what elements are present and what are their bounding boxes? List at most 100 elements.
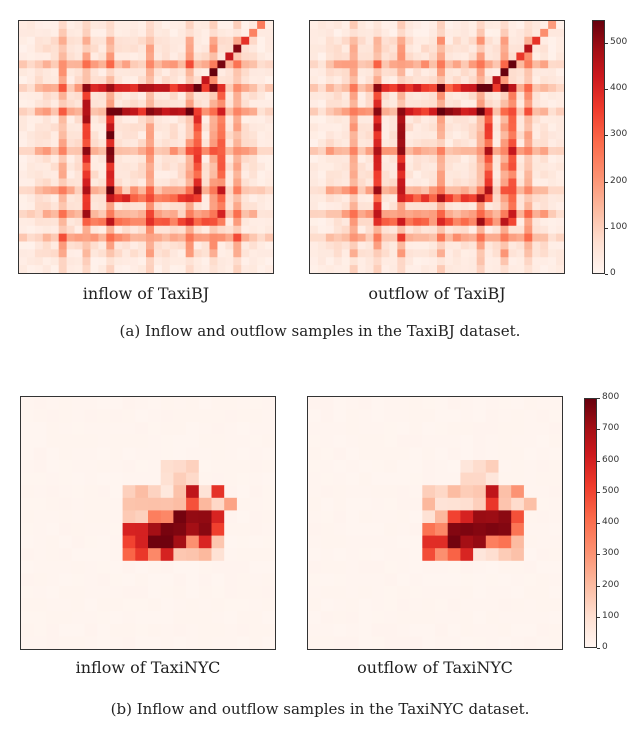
heatmap-cell bbox=[265, 217, 273, 227]
heatmap-cell bbox=[500, 162, 509, 172]
heatmap-cell bbox=[437, 265, 446, 273]
heatmap-cell bbox=[500, 84, 509, 93]
heatmap-cell bbox=[396, 623, 410, 637]
heatmap-cell bbox=[500, 210, 509, 219]
heatmap-cell bbox=[365, 139, 374, 148]
heatmap-cell bbox=[396, 598, 410, 612]
heatmap-cell bbox=[186, 611, 200, 625]
heatmap-cell bbox=[413, 217, 422, 227]
heatmap-cell bbox=[122, 397, 136, 410]
heatmap-cell bbox=[161, 107, 171, 116]
heatmap-cell bbox=[325, 170, 335, 179]
colorbar-tick-label: 400 bbox=[602, 517, 620, 527]
heatmap-cell bbox=[26, 60, 36, 69]
heatmap-cell bbox=[320, 497, 334, 511]
heatmap-cell bbox=[373, 76, 382, 85]
heatmap-cell bbox=[508, 202, 517, 211]
heatmap-cell bbox=[333, 162, 343, 172]
heatmap-cell bbox=[82, 241, 91, 250]
heatmap-cell bbox=[371, 548, 385, 562]
heatmap-cell bbox=[341, 84, 351, 93]
heatmap-cell bbox=[249, 44, 258, 53]
heatmap-cell bbox=[74, 36, 83, 46]
heatmap-cell bbox=[58, 99, 68, 109]
heatmap-cell bbox=[523, 510, 537, 524]
heatmap-cell bbox=[508, 60, 517, 69]
heatmap-cell bbox=[396, 586, 410, 599]
heatmap-cell bbox=[146, 225, 155, 235]
heatmap-cell bbox=[122, 586, 136, 599]
heatmap-cell bbox=[452, 233, 462, 242]
heatmap-cell bbox=[500, 76, 509, 85]
heatmap-cell bbox=[532, 217, 541, 227]
heatmap-cell bbox=[193, 194, 202, 203]
heatmap-cell bbox=[26, 123, 36, 132]
heatmap-cell bbox=[50, 170, 60, 179]
heatmap-cell bbox=[209, 123, 218, 132]
heatmap-cell bbox=[146, 60, 155, 69]
heatmap-cell bbox=[84, 560, 98, 574]
heatmap-cell bbox=[109, 523, 123, 536]
heatmap-cell bbox=[549, 460, 562, 473]
heatmap-cell bbox=[169, 233, 179, 242]
heatmap-cell bbox=[498, 586, 512, 599]
heatmap-cell bbox=[265, 60, 273, 69]
heatmap-cell bbox=[540, 147, 549, 156]
heatmap-cell bbox=[358, 447, 372, 461]
heatmap-cell bbox=[82, 257, 91, 266]
heatmap-cell bbox=[211, 586, 225, 599]
heatmap-cell bbox=[405, 76, 414, 85]
heatmap-cell bbox=[265, 36, 273, 46]
heatmap-cell bbox=[468, 194, 478, 203]
heatmap-cell bbox=[405, 154, 414, 164]
heatmap-cell bbox=[349, 217, 359, 227]
heatmap-cell bbox=[371, 422, 385, 436]
heatmap-cell bbox=[161, 249, 171, 258]
heatmap-cell bbox=[371, 397, 385, 410]
heatmap-cell bbox=[548, 249, 557, 258]
heatmap-cell bbox=[371, 535, 385, 549]
heatmap-cell bbox=[217, 21, 226, 30]
heatmap-cell bbox=[193, 170, 202, 179]
heatmap-cell bbox=[19, 186, 28, 195]
heatmap-cell bbox=[146, 36, 155, 46]
heatmap-cell bbox=[177, 210, 187, 219]
heatmap-cell bbox=[389, 36, 398, 46]
heatmap-cell bbox=[138, 265, 147, 273]
heatmap-cell bbox=[492, 36, 501, 46]
heatmap-cell bbox=[397, 84, 406, 93]
heatmap-cell bbox=[209, 68, 218, 77]
heatmap-cell bbox=[71, 535, 85, 549]
heatmap-cell bbox=[429, 147, 438, 156]
heatmap-cell bbox=[556, 123, 564, 132]
heatmap-cell bbox=[317, 44, 327, 53]
heatmap-cell bbox=[346, 523, 360, 536]
heatmap-cell bbox=[224, 598, 238, 612]
heatmap-cell bbox=[310, 44, 319, 53]
heatmap-cell bbox=[198, 485, 212, 499]
heatmap-cell bbox=[421, 76, 430, 85]
heatmap-cell bbox=[66, 202, 75, 211]
heatmap-cell bbox=[405, 241, 414, 250]
heatmap-cell bbox=[548, 147, 557, 156]
heatmap-cell bbox=[71, 434, 85, 448]
heatmap-cell bbox=[177, 202, 187, 211]
heatmap-cell bbox=[484, 60, 493, 69]
heatmap-cell bbox=[201, 178, 210, 187]
heatmap-cell bbox=[201, 131, 210, 140]
heatmap-cell bbox=[193, 60, 202, 69]
heatmap-cell bbox=[346, 573, 360, 587]
heatmap-cell bbox=[468, 21, 478, 30]
heatmap-cell bbox=[437, 210, 446, 219]
heatmap-cell bbox=[249, 162, 258, 172]
heatmap-cell bbox=[346, 409, 360, 423]
heatmap-cell bbox=[130, 194, 139, 203]
heatmap-cell bbox=[421, 241, 430, 250]
heatmap-cell bbox=[437, 131, 446, 140]
heatmap-cell bbox=[209, 202, 218, 211]
colorbar-tick-mark bbox=[597, 523, 600, 524]
heatmap-cell bbox=[249, 460, 263, 473]
heatmap-cell bbox=[169, 210, 179, 219]
heatmap-cell bbox=[122, 186, 131, 195]
heatmap-cell bbox=[249, 573, 263, 587]
